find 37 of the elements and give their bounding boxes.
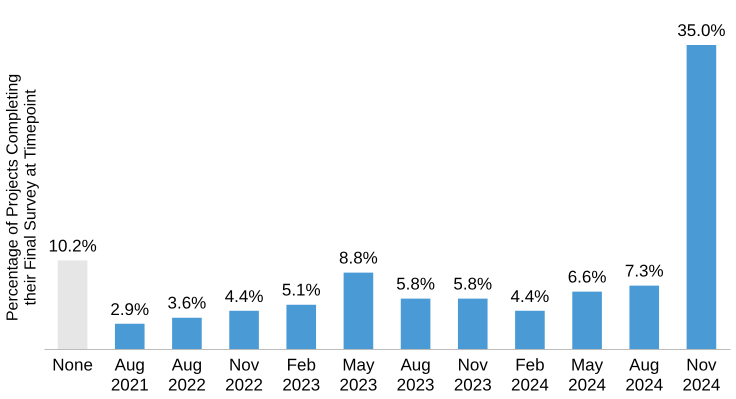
data-label: 6.6% (568, 268, 606, 287)
bar (286, 304, 316, 349)
x-tick-label: None (52, 356, 93, 374)
bar (515, 310, 545, 349)
data-label: 10.2% (48, 236, 97, 256)
data-label: 4.4% (224, 286, 264, 306)
x-tick-label: Nov 2022 (225, 356, 263, 394)
bar (686, 45, 716, 349)
data-label: 2.9% (110, 300, 150, 319)
data-label: 4.4% (510, 286, 550, 306)
x-tick-label: May 2023 (340, 356, 378, 394)
x-tick-label: Aug 2022 (168, 356, 206, 394)
bar (114, 324, 145, 349)
bar (229, 310, 259, 349)
bar (172, 318, 202, 349)
data-label: 7.3% (624, 262, 664, 281)
x-tick-label: Nov 2024 (682, 356, 720, 394)
data-label: 5.8% (396, 274, 435, 294)
data-label: 8.8% (339, 248, 378, 268)
x-tick-label: Nov 2023 (454, 356, 492, 394)
x-tick-label: Aug 2021 (110, 356, 149, 394)
bar (572, 292, 602, 349)
x-tick-label: May 2024 (568, 356, 606, 394)
y-axis-title: Percentage of Projects Completing their Final Survey at Timepoint (4, 74, 40, 322)
x-tick-label: Feb 2023 (282, 356, 320, 394)
data-label: 35.0% (677, 21, 726, 40)
bar (58, 260, 88, 349)
bar (400, 298, 430, 349)
data-label: 5.1% (282, 280, 321, 300)
bar (344, 272, 374, 349)
x-tick-label: Feb 2024 (511, 356, 549, 394)
x-tick-label: Aug 2023 (396, 356, 434, 394)
bar (458, 298, 488, 349)
bar (629, 286, 660, 349)
x-tick-label: Aug 2024 (625, 356, 664, 394)
data-label: 5.8% (453, 274, 492, 294)
data-label: 3.6% (168, 294, 206, 313)
